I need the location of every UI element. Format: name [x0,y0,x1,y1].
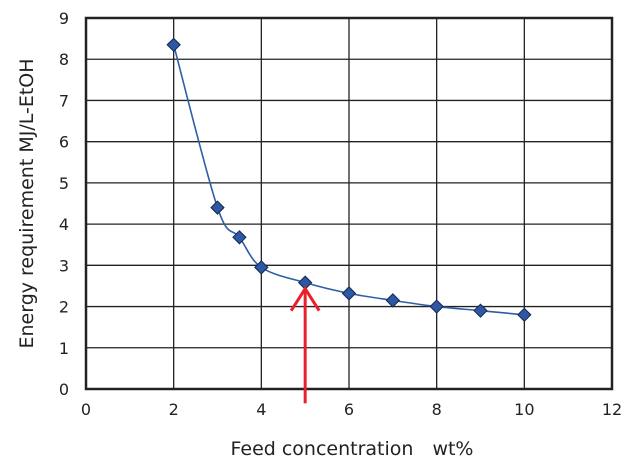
x-tick-label: 4 [256,400,266,419]
data-point [341,286,357,301]
y-tick-label: 2 [59,298,69,317]
data-point [210,200,225,215]
y-tick-label: 9 [59,9,69,28]
x-tick-label: 10 [514,400,534,419]
y-tick-label: 8 [59,50,69,69]
data-point [429,299,444,314]
x-tick-label: 2 [169,400,179,419]
data-point [385,293,401,308]
plot-frame [84,16,614,391]
x-axis-label: Feed concentration wt% [230,438,473,458]
y-tick-label: 5 [59,174,69,193]
x-tick-label: 12 [602,400,622,419]
y-tick-label: 6 [59,133,69,152]
y-axis-label: Energy requirement MJ/L-EtOH [16,58,38,348]
x-tick-label: 6 [344,400,354,419]
y-tick-label: 1 [59,339,69,358]
data-point [254,260,269,275]
data-point [166,37,181,53]
data-point [473,303,488,318]
data-point [232,230,247,245]
y-tick-label: 7 [59,91,69,110]
x-tick-label: 8 [432,400,442,419]
y-tick-label: 3 [59,256,69,275]
y-tick-label: 0 [59,380,69,399]
y-tick-label: 4 [59,215,69,234]
grid-lines [86,18,612,389]
arrow-head [289,285,321,312]
annotation-arrow [289,285,321,404]
x-tick-label: 0 [81,400,91,419]
data-point [517,307,532,323]
data-markers [166,37,532,323]
